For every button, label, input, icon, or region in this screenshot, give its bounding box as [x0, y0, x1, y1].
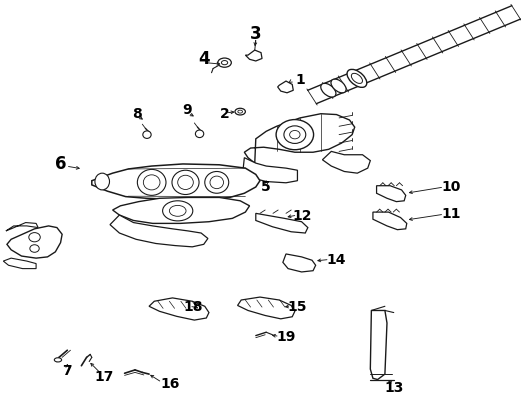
Text: 12: 12: [293, 209, 312, 223]
Text: 13: 13: [384, 381, 404, 395]
Polygon shape: [376, 186, 406, 202]
Polygon shape: [243, 158, 298, 183]
Ellipse shape: [221, 60, 228, 65]
Ellipse shape: [284, 126, 306, 144]
Ellipse shape: [177, 175, 193, 189]
Ellipse shape: [137, 169, 166, 195]
Text: 4: 4: [198, 50, 209, 68]
Text: 3: 3: [250, 25, 262, 43]
Ellipse shape: [29, 233, 40, 242]
Text: 18: 18: [184, 300, 203, 314]
Ellipse shape: [238, 110, 243, 113]
Polygon shape: [7, 226, 62, 258]
Text: 7: 7: [63, 364, 72, 378]
Ellipse shape: [331, 79, 346, 93]
Ellipse shape: [54, 358, 62, 362]
Ellipse shape: [218, 58, 231, 67]
Ellipse shape: [163, 201, 193, 221]
Ellipse shape: [205, 171, 229, 193]
Polygon shape: [244, 114, 355, 163]
Polygon shape: [238, 297, 295, 319]
Text: 5: 5: [262, 180, 271, 194]
Ellipse shape: [30, 245, 39, 252]
Text: 15: 15: [288, 300, 307, 314]
Polygon shape: [370, 310, 387, 380]
Text: 11: 11: [441, 207, 461, 221]
Text: 1: 1: [295, 73, 305, 87]
Text: 8: 8: [132, 107, 142, 121]
Text: 6: 6: [55, 155, 66, 173]
Polygon shape: [149, 298, 209, 320]
Ellipse shape: [169, 205, 186, 216]
Ellipse shape: [276, 120, 314, 150]
Ellipse shape: [172, 170, 199, 194]
Polygon shape: [245, 50, 262, 61]
Ellipse shape: [235, 108, 245, 115]
Ellipse shape: [321, 83, 336, 97]
Ellipse shape: [195, 130, 204, 138]
Ellipse shape: [95, 173, 110, 190]
Polygon shape: [92, 164, 260, 200]
Polygon shape: [283, 254, 316, 272]
Polygon shape: [323, 151, 370, 173]
Ellipse shape: [144, 175, 160, 190]
Polygon shape: [3, 258, 36, 269]
Text: 10: 10: [441, 180, 461, 194]
Polygon shape: [6, 223, 38, 231]
Text: 19: 19: [276, 330, 295, 344]
Polygon shape: [373, 212, 407, 230]
Text: 16: 16: [160, 377, 180, 391]
Text: 2: 2: [220, 107, 230, 121]
Text: 9: 9: [182, 102, 192, 116]
Polygon shape: [256, 213, 308, 233]
Ellipse shape: [351, 74, 362, 84]
Text: 14: 14: [327, 253, 346, 267]
Polygon shape: [278, 81, 293, 93]
Ellipse shape: [143, 131, 151, 139]
Ellipse shape: [290, 131, 300, 139]
Polygon shape: [113, 197, 250, 223]
Text: 17: 17: [94, 370, 113, 384]
Ellipse shape: [347, 69, 367, 87]
Polygon shape: [110, 215, 208, 247]
Ellipse shape: [210, 176, 223, 189]
